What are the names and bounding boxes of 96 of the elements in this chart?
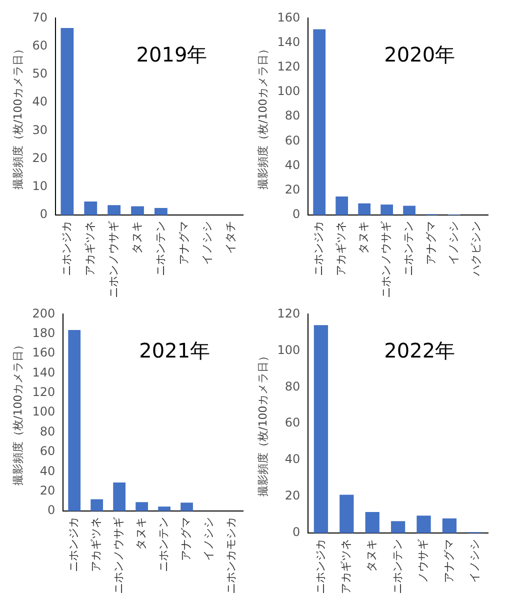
y-tick-label: 50 — [32, 66, 48, 81]
x-tick-label: ニホンノウサギ — [106, 221, 120, 298]
y-tick-label: 140 — [277, 34, 300, 49]
y-tick-label: 60 — [284, 133, 300, 148]
bar — [365, 512, 380, 533]
y-axis-title: 撮影頻度（枚/100カメラ日） — [11, 340, 24, 486]
x-tick-label: アカギツネ — [83, 221, 96, 276]
y-tick-label: 60 — [40, 444, 56, 458]
bar — [154, 208, 168, 215]
text: 2019年 — [136, 42, 208, 66]
y-tick-label: 20 — [40, 483, 56, 498]
bar — [336, 196, 348, 215]
y-tick-label: 80 — [284, 379, 300, 394]
bar — [158, 506, 170, 511]
x-tick-label: ニホンノウサギ — [112, 517, 126, 594]
y-tick-label: 40 — [284, 452, 300, 466]
x-tick-label: ニホンジカ — [60, 221, 74, 276]
x-tick-label: ニホンテン — [154, 221, 167, 276]
y-tick-label: 10 — [32, 179, 48, 194]
y-tick-label: 70 — [32, 10, 48, 24]
y-tick-label: 120 — [32, 385, 56, 400]
x-tick-label: イノシシ — [202, 517, 216, 561]
y-tick-label: 140 — [32, 365, 56, 380]
y-tick-label: 20 — [284, 488, 300, 503]
y-tick-label: 80 — [40, 424, 56, 438]
y-tick-label: 40 — [40, 464, 56, 478]
y-axis-title: 撮影頻度（枚/100カメラ日） — [11, 44, 24, 190]
bar — [180, 502, 193, 511]
y-tick-label: 160 — [32, 346, 56, 360]
y-tick-label: 100 — [32, 404, 56, 419]
y-tick-label: 0 — [292, 207, 300, 222]
x-tick-label: アカギツネ — [340, 539, 353, 594]
bar — [90, 499, 104, 511]
bar — [84, 202, 98, 215]
bar — [131, 206, 144, 215]
bar — [60, 28, 74, 215]
x-tick-label: ニホンカモシカ — [224, 517, 238, 594]
x-tick-label: ハクビシン — [470, 221, 483, 277]
x-tick-label: ニホンジカ — [67, 517, 80, 572]
x-tick-label: イタチ — [224, 221, 238, 254]
bar — [416, 516, 431, 533]
x-tick-label: タヌキ — [134, 517, 148, 550]
bar — [380, 204, 393, 215]
y-tick-label: 20 — [284, 182, 300, 197]
x-tick-label: タヌキ — [357, 221, 370, 254]
x-tick-label: ニホンテン — [390, 539, 404, 594]
x-tick-label: ノウサギ — [416, 539, 430, 583]
y-tick-label: 40 — [284, 158, 300, 172]
y-tick-label: 80 — [284, 108, 300, 123]
y-tick-label: 60 — [284, 416, 300, 430]
y-tick-label: 60 — [32, 38, 48, 52]
x-tick-label: ニホンジカ — [314, 539, 327, 594]
y-tick-label: 30 — [32, 122, 48, 137]
bar — [136, 502, 148, 511]
y-tick-label: 160 — [277, 10, 300, 24]
bar — [314, 325, 328, 533]
x-tick-label: イノシシ — [468, 539, 482, 583]
bar — [68, 330, 81, 511]
y-tick-label: 0 — [40, 207, 48, 222]
bar — [113, 482, 126, 511]
y-tick-label: 0 — [292, 525, 300, 540]
x-tick-label: イノシシ — [447, 221, 460, 265]
bar — [358, 203, 371, 215]
y-axis-title: 撮影頻度（枚/100カメラ日） — [256, 350, 270, 496]
x-tick-label: アカギツネ — [90, 517, 103, 572]
y-tick-label: 40 — [32, 94, 48, 109]
x-tick-label: タヌキ — [365, 539, 378, 572]
x-tick-label: ニホンテン — [157, 517, 170, 572]
x-tick-label: ニホンジカ — [312, 221, 326, 276]
y-tick-label: 0 — [47, 503, 56, 518]
x-tick-label: ニホンノウサギ — [380, 221, 393, 298]
y-tick-label: 20 — [32, 150, 48, 165]
text: 2020年 — [384, 42, 456, 66]
bar — [340, 494, 354, 533]
x-tick-label: アカギツネ — [334, 221, 348, 276]
x-tick-label: イノシシ — [200, 221, 214, 265]
bar — [442, 518, 457, 533]
bar — [390, 521, 406, 533]
bar — [313, 29, 326, 215]
bar — [403, 206, 416, 215]
y-axis-title: 撮影頻度（枚/100カメラ日） — [256, 44, 270, 190]
bar — [108, 205, 121, 215]
y-tick-label: 100 — [277, 84, 300, 98]
y-tick-label: 200 — [32, 306, 56, 320]
y-tick-label: 120 — [277, 60, 300, 74]
x-tick-label: アナグマ — [442, 539, 456, 583]
text: 2021年 — [139, 338, 210, 362]
y-tick-label: 120 — [277, 306, 300, 320]
x-tick-label: アナグマ — [180, 517, 193, 561]
x-tick-label: ニホンテン — [402, 221, 416, 276]
y-tick-label: 180 — [32, 326, 56, 340]
y-tick-label: 100 — [277, 342, 300, 357]
x-tick-label: アナグマ — [177, 221, 190, 265]
text: 2022年 — [384, 338, 456, 362]
x-tick-label: アナグマ — [424, 221, 438, 265]
x-tick-label: タヌキ — [130, 221, 144, 254]
